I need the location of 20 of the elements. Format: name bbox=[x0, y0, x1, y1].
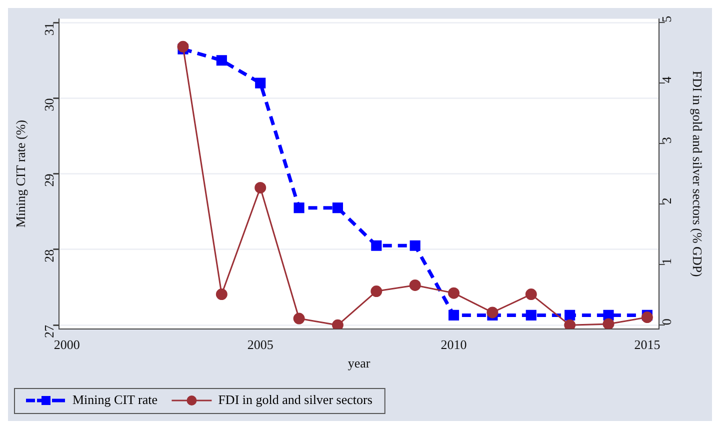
y2-axis-title: FDI in gold and silver sectors (% GDP) bbox=[690, 70, 705, 277]
y-tick-label: 29 bbox=[42, 174, 57, 187]
y-tick-label: 28 bbox=[42, 249, 57, 262]
x-axis-title: year bbox=[348, 356, 371, 371]
y-tick-label: 27 bbox=[42, 324, 57, 338]
y-axis-title: Mining CIT rate (%) bbox=[13, 120, 28, 228]
y2-tick-label: 0 bbox=[659, 318, 674, 326]
y2-tick-label: 1 bbox=[659, 258, 674, 265]
y2-tick-label: 3 bbox=[659, 137, 674, 144]
y-tick-label: 30 bbox=[42, 98, 57, 112]
y2-tick-label: 5 bbox=[659, 16, 674, 22]
x-tick-label: 2005 bbox=[247, 337, 274, 352]
y2-tick-label: 2 bbox=[659, 198, 674, 204]
legend-label: Mining CIT rate bbox=[72, 392, 158, 407]
x-tick-label: 2010 bbox=[440, 337, 467, 352]
y-tick-label: 31 bbox=[42, 22, 57, 36]
x-tick-label: 2000 bbox=[54, 337, 80, 352]
legend-label: FDI in gold and silver sectors bbox=[218, 392, 372, 407]
y2-tick-label: 4 bbox=[659, 76, 674, 83]
x-tick-label: 2015 bbox=[634, 337, 660, 352]
